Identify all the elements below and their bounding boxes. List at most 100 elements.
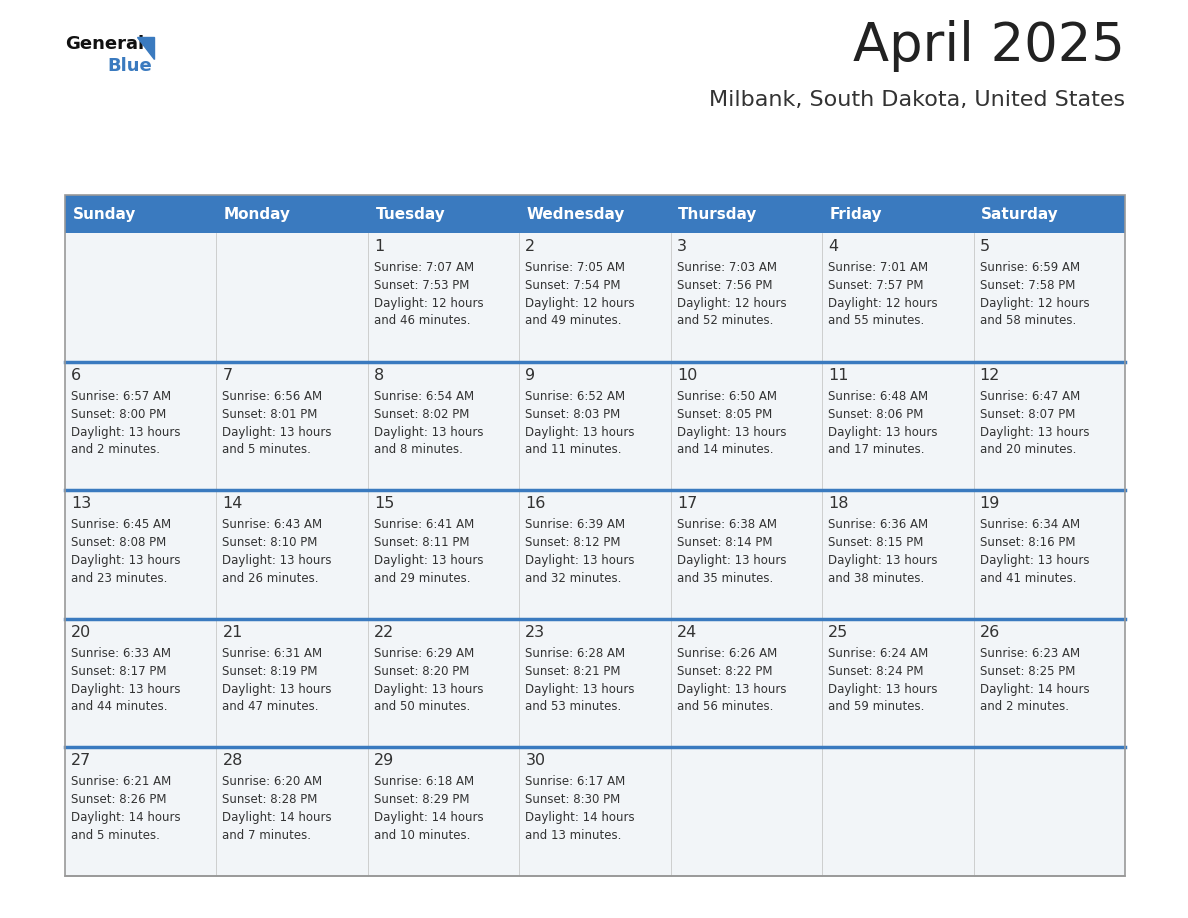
Text: Daylight: 12 hours
and 52 minutes.: Daylight: 12 hours and 52 minutes. [677,297,786,328]
Text: 3: 3 [677,239,687,254]
Text: Sunrise: 6:52 AM: Sunrise: 6:52 AM [525,389,625,403]
Text: Sunset: 8:08 PM: Sunset: 8:08 PM [71,536,166,549]
Text: Sunset: 8:20 PM: Sunset: 8:20 PM [374,665,469,677]
Text: Sunrise: 6:24 AM: Sunrise: 6:24 AM [828,647,929,660]
Text: 24: 24 [677,625,697,640]
Text: 11: 11 [828,367,848,383]
Text: Daylight: 13 hours
and 2 minutes.: Daylight: 13 hours and 2 minutes. [71,426,181,456]
Bar [65,362,1125,490]
Text: 19: 19 [980,497,1000,511]
Text: Daylight: 12 hours
and 58 minutes.: Daylight: 12 hours and 58 minutes. [980,297,1089,328]
Text: Sunrise: 6:56 AM: Sunrise: 6:56 AM [222,389,323,403]
Text: 6: 6 [71,367,81,383]
Text: Sunset: 7:53 PM: Sunset: 7:53 PM [374,279,469,292]
Text: Sunset: 8:05 PM: Sunset: 8:05 PM [677,408,772,420]
Text: Sunrise: 6:43 AM: Sunrise: 6:43 AM [222,518,323,532]
Text: Sunset: 8:10 PM: Sunset: 8:10 PM [222,536,318,549]
Text: 30: 30 [525,754,545,768]
Text: Sunset: 8:17 PM: Sunset: 8:17 PM [71,665,166,677]
Text: Monday: Monday [225,207,291,221]
Text: Sunrise: 7:07 AM: Sunrise: 7:07 AM [374,261,474,274]
Text: Sunrise: 7:03 AM: Sunrise: 7:03 AM [677,261,777,274]
Text: Daylight: 13 hours
and 47 minutes.: Daylight: 13 hours and 47 minutes. [222,683,331,713]
Text: Sunrise: 6:20 AM: Sunrise: 6:20 AM [222,776,323,789]
Text: 20: 20 [71,625,91,640]
Text: 26: 26 [980,625,1000,640]
Bar [65,747,1125,876]
Text: Daylight: 14 hours
and 7 minutes.: Daylight: 14 hours and 7 minutes. [222,812,333,842]
Text: 25: 25 [828,625,848,640]
Bar [65,490,1125,619]
Text: Sunset: 8:12 PM: Sunset: 8:12 PM [525,536,621,549]
Text: Daylight: 13 hours
and 59 minutes.: Daylight: 13 hours and 59 minutes. [828,683,937,713]
Text: Sunset: 7:57 PM: Sunset: 7:57 PM [828,279,924,292]
Text: Sunrise: 6:39 AM: Sunrise: 6:39 AM [525,518,625,532]
Text: Daylight: 14 hours
and 10 minutes.: Daylight: 14 hours and 10 minutes. [374,812,484,842]
Text: Daylight: 13 hours
and 41 minutes.: Daylight: 13 hours and 41 minutes. [980,554,1089,585]
Text: 9: 9 [525,367,536,383]
Text: Sunrise: 6:29 AM: Sunrise: 6:29 AM [374,647,474,660]
Text: 1: 1 [374,239,384,254]
Text: April 2025: April 2025 [853,20,1125,72]
Text: Daylight: 12 hours
and 46 minutes.: Daylight: 12 hours and 46 minutes. [374,297,484,328]
Text: Daylight: 12 hours
and 49 minutes.: Daylight: 12 hours and 49 minutes. [525,297,634,328]
Text: Sunrise: 6:36 AM: Sunrise: 6:36 AM [828,518,928,532]
Text: Blue: Blue [107,57,152,75]
Text: Daylight: 13 hours
and 29 minutes.: Daylight: 13 hours and 29 minutes. [374,554,484,585]
Text: Daylight: 13 hours
and 32 minutes.: Daylight: 13 hours and 32 minutes. [525,554,634,585]
Text: Daylight: 14 hours
and 13 minutes.: Daylight: 14 hours and 13 minutes. [525,812,634,842]
Text: Sunrise: 7:05 AM: Sunrise: 7:05 AM [525,261,625,274]
Text: Sunday: Sunday [72,207,135,221]
Text: Sunrise: 6:34 AM: Sunrise: 6:34 AM [980,518,1080,532]
Text: Sunset: 7:56 PM: Sunset: 7:56 PM [677,279,772,292]
Text: 23: 23 [525,625,545,640]
Text: Daylight: 14 hours
and 5 minutes.: Daylight: 14 hours and 5 minutes. [71,812,181,842]
Text: Sunset: 8:11 PM: Sunset: 8:11 PM [374,536,469,549]
Text: Sunrise: 6:31 AM: Sunrise: 6:31 AM [222,647,323,660]
Text: Sunset: 8:28 PM: Sunset: 8:28 PM [222,793,318,806]
Text: Tuesday: Tuesday [375,207,446,221]
Text: Sunset: 8:15 PM: Sunset: 8:15 PM [828,536,923,549]
Text: 15: 15 [374,497,394,511]
Text: Sunrise: 6:59 AM: Sunrise: 6:59 AM [980,261,1080,274]
Text: Daylight: 13 hours
and 23 minutes.: Daylight: 13 hours and 23 minutes. [71,554,181,585]
Text: Sunset: 8:24 PM: Sunset: 8:24 PM [828,665,924,677]
Text: Daylight: 13 hours
and 11 minutes.: Daylight: 13 hours and 11 minutes. [525,426,634,456]
Text: Milbank, South Dakota, United States: Milbank, South Dakota, United States [709,90,1125,110]
Text: Sunset: 8:14 PM: Sunset: 8:14 PM [677,536,772,549]
Text: Sunset: 8:07 PM: Sunset: 8:07 PM [980,408,1075,420]
Text: Saturday: Saturday [981,207,1059,221]
Text: Sunrise: 6:26 AM: Sunrise: 6:26 AM [677,647,777,660]
Text: Sunset: 8:21 PM: Sunset: 8:21 PM [525,665,621,677]
Text: 7: 7 [222,367,233,383]
Text: Daylight: 13 hours
and 5 minutes.: Daylight: 13 hours and 5 minutes. [222,426,331,456]
Text: Daylight: 13 hours
and 8 minutes.: Daylight: 13 hours and 8 minutes. [374,426,484,456]
Text: Sunset: 8:30 PM: Sunset: 8:30 PM [525,793,620,806]
Text: Sunset: 8:16 PM: Sunset: 8:16 PM [980,536,1075,549]
Text: Daylight: 13 hours
and 17 minutes.: Daylight: 13 hours and 17 minutes. [828,426,937,456]
Text: Sunrise: 6:33 AM: Sunrise: 6:33 AM [71,647,171,660]
Text: 16: 16 [525,497,545,511]
Text: Sunset: 8:06 PM: Sunset: 8:06 PM [828,408,923,420]
Text: 10: 10 [677,367,697,383]
Text: Sunset: 8:19 PM: Sunset: 8:19 PM [222,665,318,677]
Text: Daylight: 13 hours
and 20 minutes.: Daylight: 13 hours and 20 minutes. [980,426,1089,456]
Text: Sunset: 8:03 PM: Sunset: 8:03 PM [525,408,620,420]
Text: Sunrise: 6:41 AM: Sunrise: 6:41 AM [374,518,474,532]
Text: 22: 22 [374,625,394,640]
Text: Sunset: 8:25 PM: Sunset: 8:25 PM [980,665,1075,677]
Text: Sunrise: 6:28 AM: Sunrise: 6:28 AM [525,647,625,660]
Text: Sunset: 8:00 PM: Sunset: 8:00 PM [71,408,166,420]
Polygon shape [137,37,154,59]
Text: Sunset: 7:58 PM: Sunset: 7:58 PM [980,279,1075,292]
Bar [65,233,1125,362]
Text: Daylight: 14 hours
and 2 minutes.: Daylight: 14 hours and 2 minutes. [980,683,1089,713]
Text: 2: 2 [525,239,536,254]
Text: Thursday: Thursday [678,207,758,221]
Text: Sunrise: 6:54 AM: Sunrise: 6:54 AM [374,389,474,403]
Bar [65,195,1125,876]
Text: Sunrise: 6:47 AM: Sunrise: 6:47 AM [980,389,1080,403]
Text: 18: 18 [828,497,848,511]
Text: 13: 13 [71,497,91,511]
Text: 27: 27 [71,754,91,768]
